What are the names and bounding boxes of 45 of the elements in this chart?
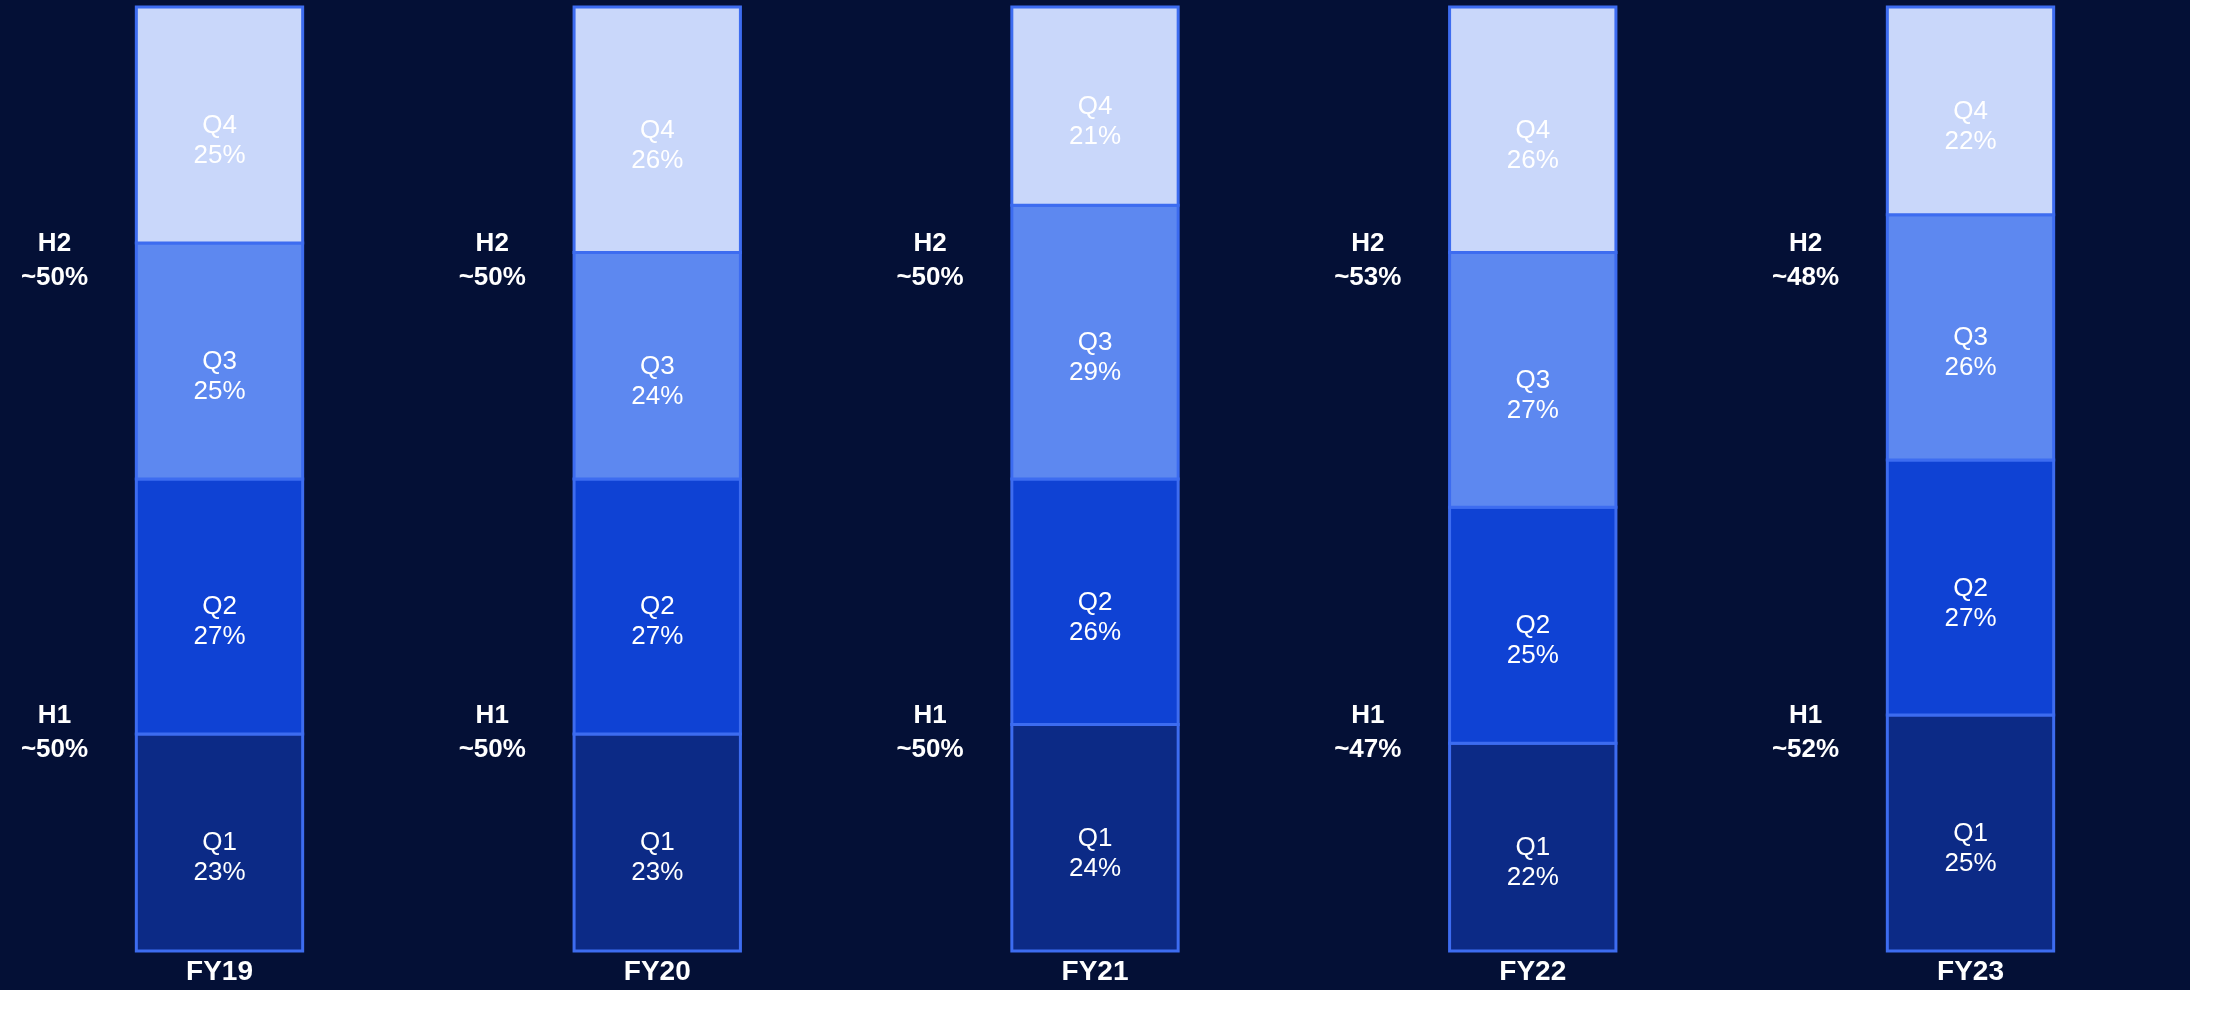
data-label: 27% xyxy=(631,620,684,651)
data-label: 23% xyxy=(631,856,684,887)
text: Q3 xyxy=(1515,363,1551,394)
data-label: 26% xyxy=(1068,615,1122,646)
text: Q1 xyxy=(1077,821,1113,852)
text: Q3 xyxy=(1077,326,1113,357)
x-tick-label: FY23 xyxy=(1937,954,2004,986)
annotation: H2 ~48% xyxy=(1771,227,1840,291)
annotation: H2 ~50% xyxy=(896,227,964,291)
data-label: 24% xyxy=(1068,851,1122,882)
text: Q2 xyxy=(1077,585,1113,616)
x-tick-label: FY21 xyxy=(1061,954,1129,986)
data-label: 27% xyxy=(1944,601,1997,632)
series-label: Q1 xyxy=(202,826,237,857)
data-label: 26% xyxy=(1944,351,1997,382)
annotation: H1 ~50% xyxy=(20,699,89,763)
annotation: H1 ~52% xyxy=(1771,699,1840,763)
data-label: 27% xyxy=(193,620,246,651)
annotation: H2 ~53% xyxy=(1334,227,1402,291)
x-tick-label: FY20 xyxy=(623,954,691,986)
data-label: 25% xyxy=(193,375,246,405)
data-label: 29% xyxy=(1068,356,1122,387)
data-label: 23% xyxy=(193,856,246,887)
data-label: 25% xyxy=(1506,639,1559,670)
data-label: 27% xyxy=(1506,393,1559,424)
annotation: H1 ~50% xyxy=(896,699,964,763)
text: Q3 xyxy=(1953,321,1988,352)
text: Q1 xyxy=(1515,831,1551,862)
data-label: 24% xyxy=(631,379,684,410)
annotation: H2 ~50% xyxy=(20,227,89,291)
text: Q2 xyxy=(639,590,675,621)
data-label: 25% xyxy=(1944,847,1997,877)
series-label: Q2 xyxy=(202,590,237,621)
x-tick-label: FY19 xyxy=(186,954,253,986)
series-label: Q3 xyxy=(202,345,237,375)
annotation: H1 ~47% xyxy=(1334,699,1402,763)
annotation: H2 ~50% xyxy=(458,227,526,291)
data-label: 22% xyxy=(1506,861,1559,892)
text: Q1 xyxy=(639,826,675,857)
x-tick-label: FY22 xyxy=(1499,954,1567,986)
text: Q3 xyxy=(639,349,675,380)
annotation: H1 ~50% xyxy=(458,699,526,763)
text: Q1 xyxy=(1953,817,1988,847)
text: Q2 xyxy=(1953,571,1988,602)
text: Q2 xyxy=(1515,609,1551,640)
